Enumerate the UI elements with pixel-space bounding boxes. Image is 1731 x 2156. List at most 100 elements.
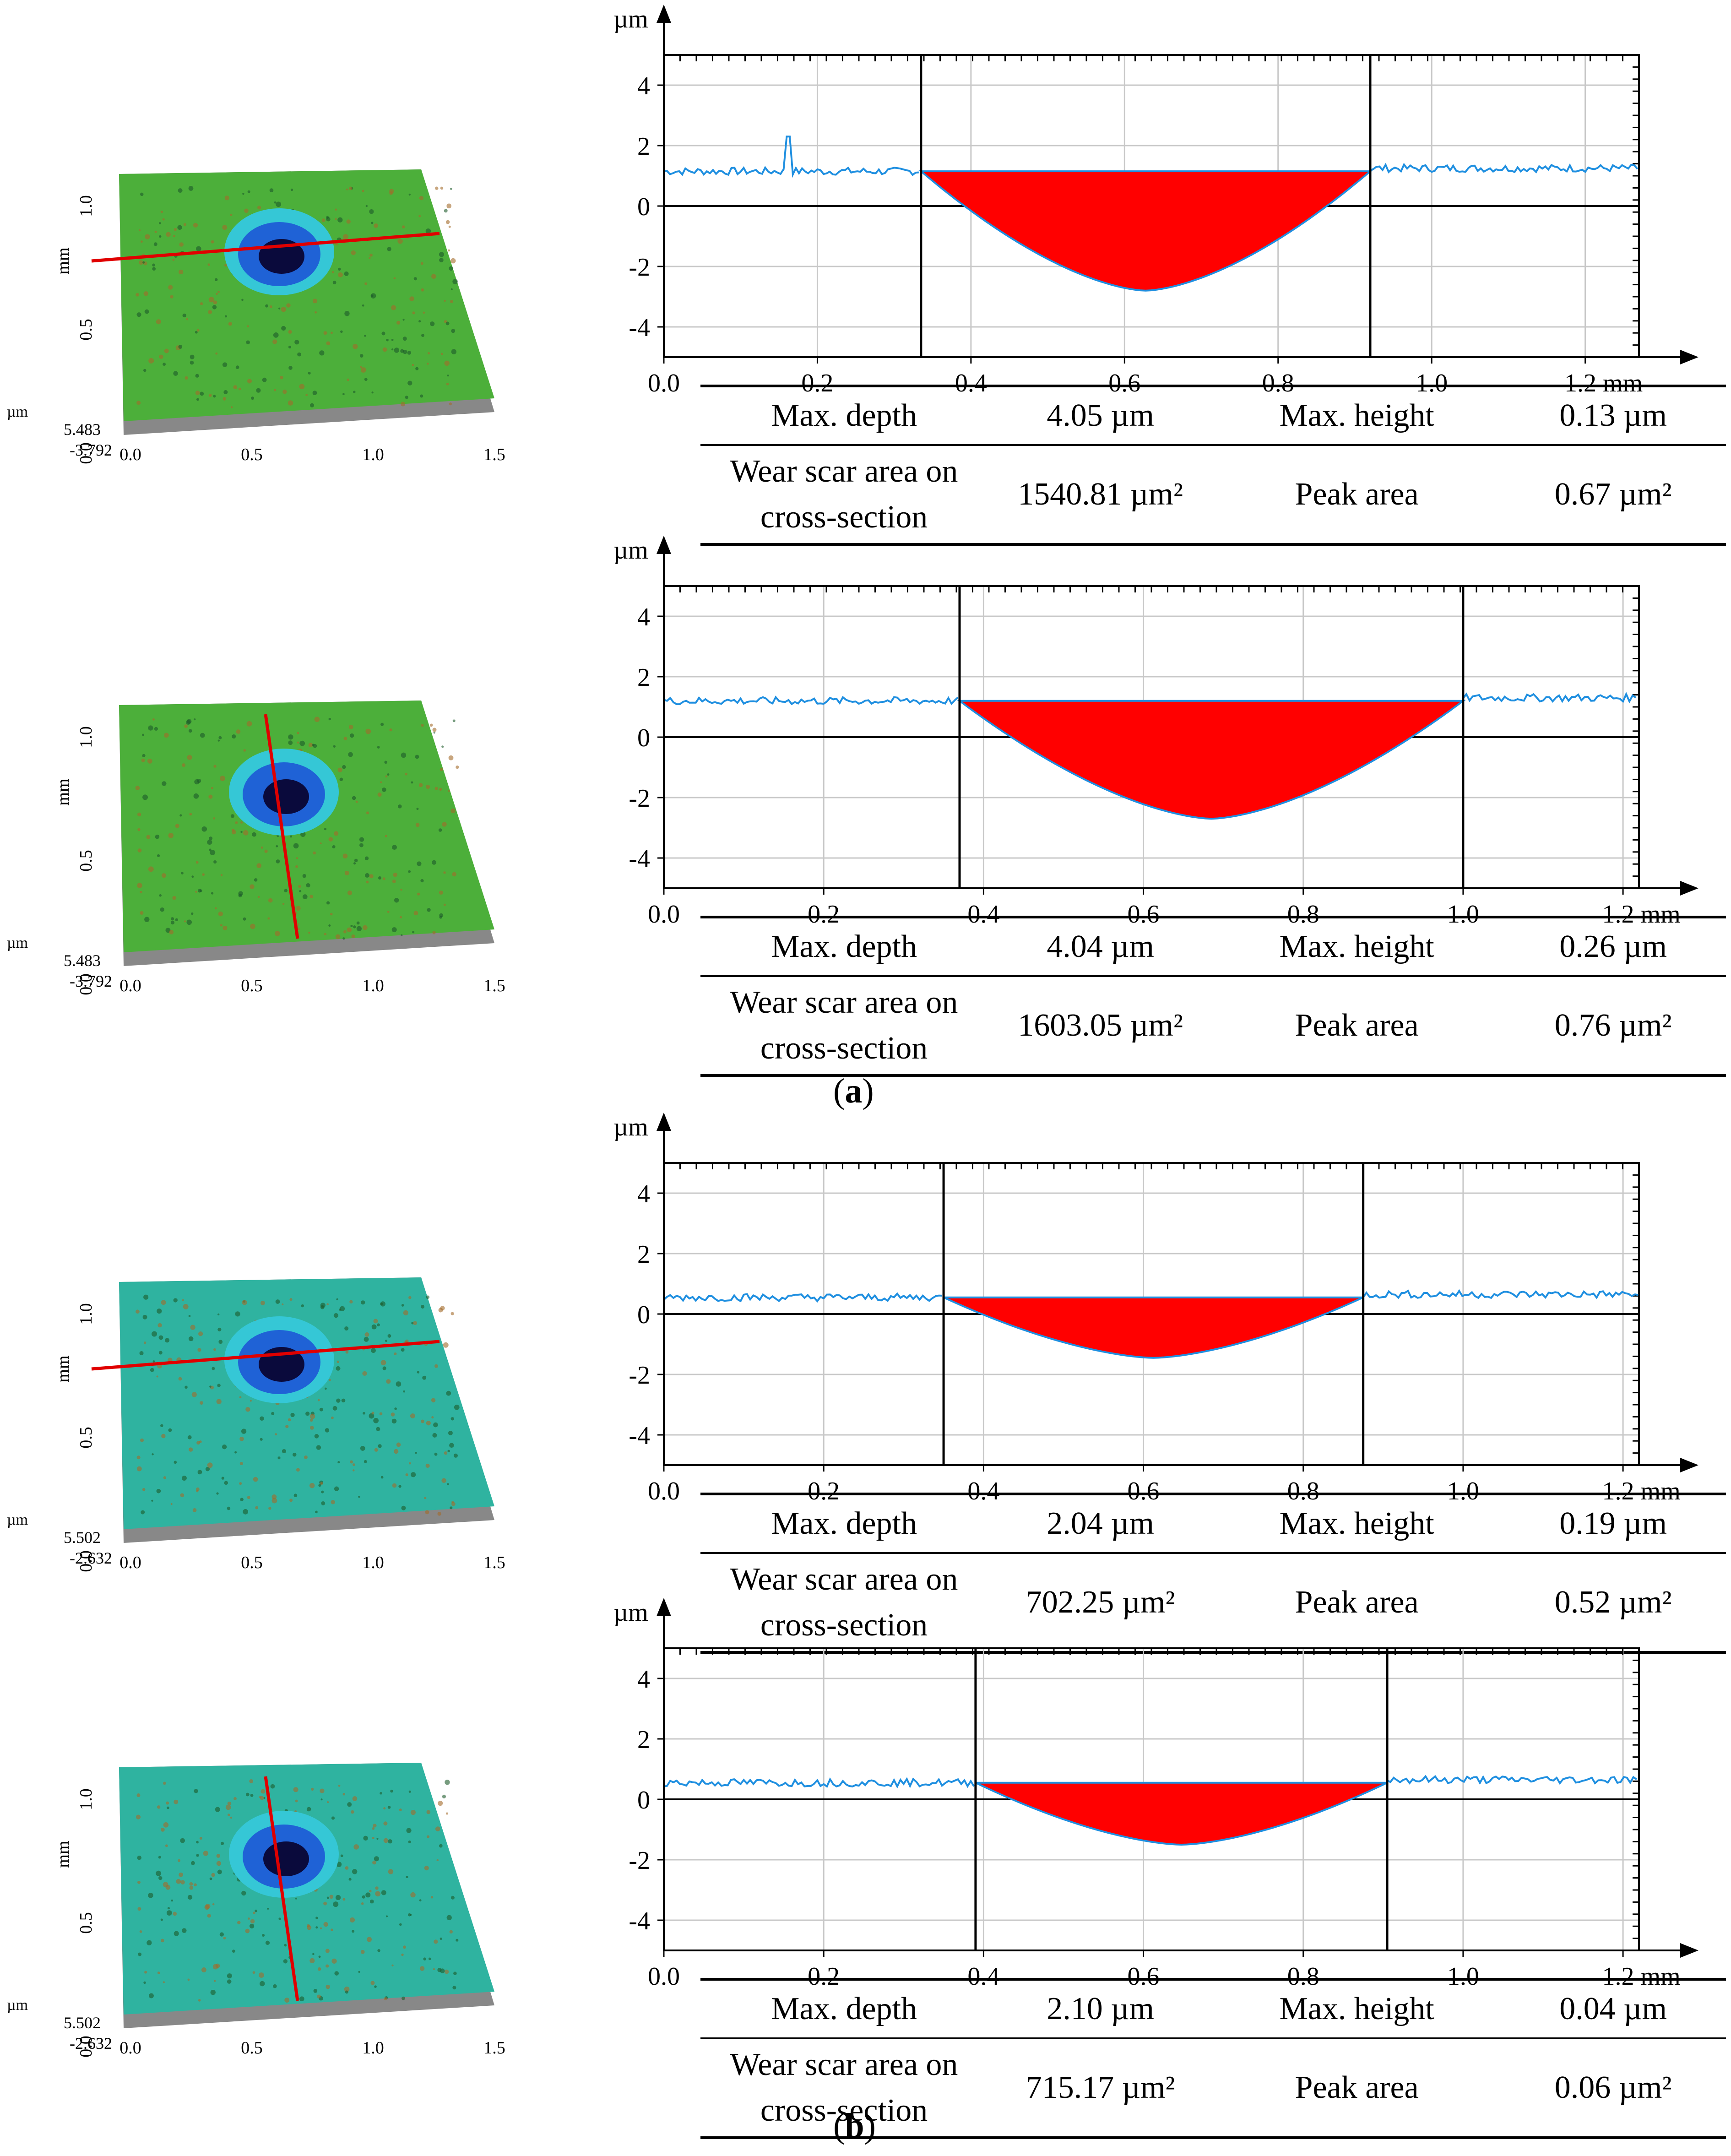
surface-speck [267, 917, 270, 920]
surface-speck [408, 1296, 412, 1299]
surface-speck [339, 777, 343, 782]
surface-speck [195, 331, 198, 334]
surface-speck [383, 1821, 388, 1826]
surface-speck [275, 1299, 280, 1304]
height-label: Max. height [1213, 1978, 1501, 2039]
surface-speck [390, 1789, 393, 1793]
surface-speck [360, 367, 366, 373]
peak-label: Peak area [1213, 445, 1501, 546]
surface-speck [350, 924, 353, 928]
surface-speck [197, 1348, 201, 1352]
depth-value: 2.10 µm [988, 1978, 1213, 2039]
surface-speck [200, 733, 205, 738]
surface-speck [168, 285, 173, 290]
surface-speck [137, 1907, 141, 1911]
surface-speck [191, 912, 194, 915]
surface-speck [262, 1934, 265, 1937]
surface-speck [196, 329, 200, 332]
surface-speck [214, 907, 217, 910]
surface-speck [209, 848, 212, 851]
surface-speck [195, 891, 197, 893]
peak-label: Peak area [1213, 1553, 1501, 1654]
surface-speck [187, 1978, 190, 1981]
surface-speck [409, 1462, 411, 1465]
surface-speck [161, 873, 166, 878]
surface-y-tick: 1.0 [76, 726, 96, 748]
surface-speck [429, 723, 433, 727]
surface-top-value: 5.483 [64, 420, 101, 439]
y-tick-label: -4 [629, 314, 650, 342]
surface-speck [338, 272, 343, 277]
surface-top [119, 169, 494, 421]
surface-speck [413, 277, 417, 281]
surface-speck [380, 1360, 386, 1366]
surface-speck [182, 313, 186, 318]
surface-speck [398, 1485, 402, 1488]
x-tick-label: 0.0 [648, 1477, 680, 1505]
surface-speck [388, 1869, 394, 1874]
surface-speck [418, 215, 421, 217]
surface-speck [445, 220, 450, 224]
surface-3d: 0.00.51.01.5mm1.00.50.0mm5.483-3.792µmµm… [7, 169, 505, 464]
surface-speck [333, 1313, 339, 1318]
surface-speck [213, 817, 216, 820]
surface-speck [271, 1412, 275, 1415]
surface-speck [253, 1912, 255, 1914]
surface-speck [344, 271, 349, 276]
surface-speck [179, 1872, 184, 1877]
surface-speck [197, 778, 201, 783]
surface-speck [142, 754, 146, 757]
surface-speck [239, 1396, 242, 1399]
surface-speck [449, 402, 452, 406]
surface-speck [137, 1880, 141, 1884]
surface-speck [326, 216, 329, 219]
surface-speck [397, 239, 403, 244]
surface-speck [152, 267, 156, 271]
surface-speck [452, 872, 456, 877]
surface-speck [306, 1807, 311, 1812]
surface-y-tick: 1.0 [76, 195, 96, 217]
surface-speck [135, 786, 140, 790]
surface-speck [351, 1810, 354, 1814]
surface-speck [424, 1497, 427, 1499]
surface-speck [184, 1385, 188, 1389]
surface-speck [393, 872, 397, 877]
surface-speck [276, 201, 282, 207]
surface-3d: 0.00.51.01.5mm1.00.50.0mm5.483-3.792µmµm… [7, 701, 505, 995]
surface-speck [430, 1895, 434, 1899]
surface-speck [320, 842, 322, 845]
surface-speck [441, 745, 444, 748]
surface-speck [410, 1413, 415, 1418]
surface-speck [141, 758, 145, 762]
surface-speck [343, 930, 347, 934]
surface-speck [293, 1787, 298, 1792]
surface-speck [446, 382, 449, 386]
surface-speck [325, 1387, 327, 1390]
surface-speck [332, 1406, 337, 1411]
surface-speck [195, 861, 199, 864]
surface-speck [387, 1806, 391, 1809]
surface-speck [360, 1950, 365, 1954]
surface-speck [142, 733, 144, 736]
surface-speck [315, 311, 317, 314]
surface-y-tick: 0.0 [76, 973, 96, 995]
surface-speck [394, 898, 399, 903]
surface-speck [440, 353, 443, 355]
stats-table-grid: Max. depth 4.04 µm Max. height 0.26 µm W… [700, 916, 1726, 1077]
surface-speck [167, 1806, 169, 1809]
surface-speck [152, 1331, 157, 1337]
surface-top-value: 5.502 [64, 2014, 101, 2032]
surface-speck [427, 908, 431, 912]
surface-speck [401, 1953, 404, 1956]
surface-speck [380, 1792, 382, 1795]
surface-speck [324, 933, 327, 936]
surface-speck [165, 1884, 171, 1890]
surface-speck [165, 1844, 168, 1847]
surface-speck [415, 367, 419, 370]
surface-speck [362, 1895, 365, 1899]
surface-speck [163, 1781, 166, 1785]
surface-speck [432, 728, 437, 732]
surface-speck [137, 828, 141, 831]
surface-speck [384, 760, 388, 764]
surface-speck [180, 1493, 184, 1498]
